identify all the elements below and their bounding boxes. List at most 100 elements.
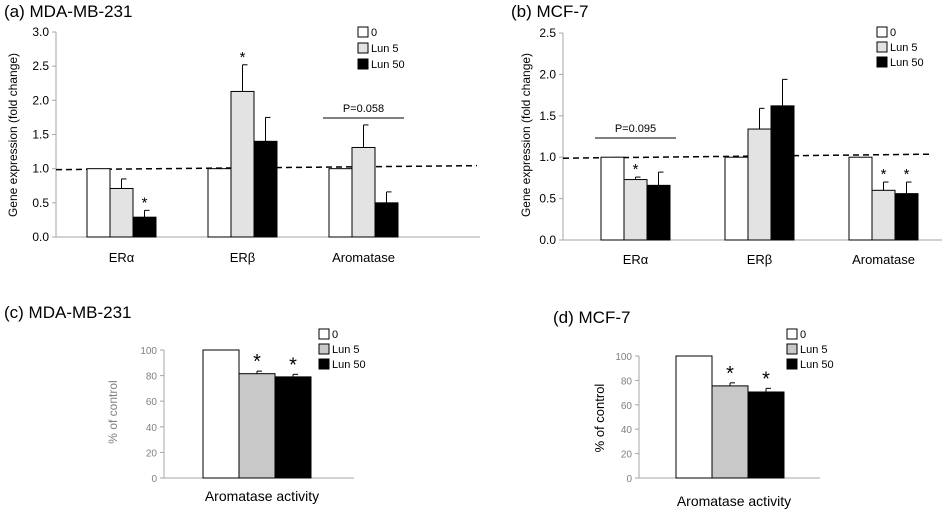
bar-lun-50 <box>747 391 785 479</box>
y-tick-label: 20 <box>146 448 158 459</box>
legend-swatch <box>786 358 798 370</box>
y-tick-label: 80 <box>621 376 633 387</box>
chart-panel-a: (a) MDA-MB-231 Gene expression (fold chan… <box>4 2 480 265</box>
chart-panel-c: (c) MDA-MB-231 % of control 0 20 40 60 80 100 Ar… <box>4 303 366 504</box>
chart-title: (d) MCF-7 <box>553 308 630 327</box>
y-tick-label: 0.0 <box>32 230 49 244</box>
legend: 0 Lun 5 Lun 50 <box>318 328 366 371</box>
legend: 0 Lun 5 Lun 50 <box>876 26 924 69</box>
y-tick-label: 100 <box>615 352 632 363</box>
legend-label: 0 <box>371 27 377 39</box>
legend-label: Lun 5 <box>890 42 918 54</box>
y-tick-label: 0 <box>626 474 632 485</box>
bar-0 <box>675 355 713 479</box>
category-label: ERα <box>623 252 649 267</box>
legend-swatch <box>357 58 369 70</box>
legend-label: Lun 5 <box>371 43 399 55</box>
bar-0 <box>328 168 353 238</box>
significance-star: * <box>726 363 734 385</box>
category-label: Aromatase <box>332 250 395 265</box>
y-tick-label: 80 <box>146 372 158 383</box>
category-label: ERβ <box>747 252 773 267</box>
y-tick-label: 0.5 <box>539 192 556 206</box>
y-axis-label: Gene expression (fold change) <box>6 53 20 217</box>
significance-star: * <box>762 368 770 390</box>
chart-title: (b) MCF-7 <box>511 2 588 21</box>
category-label: ERβ <box>230 250 256 265</box>
significance-star: * <box>142 194 148 211</box>
y-tick-label: 40 <box>146 423 158 434</box>
legend-label: 0 <box>332 329 338 341</box>
legend: 0 Lun 5 Lun 50 <box>357 26 405 71</box>
legend-swatch <box>318 358 330 370</box>
bar-lun-5 <box>109 187 134 238</box>
y-tick-label: 1.0 <box>539 150 556 164</box>
y-tick-label: 2.0 <box>539 67 556 81</box>
category-label: ERα <box>109 250 135 265</box>
y-tick-label: 20 <box>621 450 633 461</box>
bar-lun-50 <box>132 216 157 238</box>
significance-star: * <box>289 354 297 376</box>
legend-swatch <box>876 41 888 53</box>
bar-lun-5 <box>230 90 255 238</box>
legend-swatch <box>786 343 798 355</box>
y-tick-label: 1.5 <box>539 109 556 123</box>
y-tick-label: 3.0 <box>32 25 49 39</box>
bar-0 <box>207 168 232 238</box>
y-tick-label: 0.5 <box>32 196 49 210</box>
y-tick-label: 60 <box>621 401 633 412</box>
bar-lun-50 <box>646 184 671 241</box>
significance-star: * <box>881 166 887 183</box>
legend-swatch <box>318 328 330 340</box>
legend-label: 0 <box>800 329 806 341</box>
y-tick-label: 0.0 <box>539 233 556 247</box>
y-tick-label: 1.0 <box>32 162 49 176</box>
bar-lun-5 <box>238 373 276 479</box>
legend-label: Lun 50 <box>800 359 834 371</box>
y-tick-label: 60 <box>146 397 158 408</box>
significance-star: * <box>633 161 639 178</box>
y-axis-label: Gene expression (fold change) <box>519 53 533 217</box>
bar-lun-50 <box>274 376 312 479</box>
y-axis-label: % of control <box>106 380 120 443</box>
bar-0 <box>724 156 749 241</box>
y-tick-label: 1.5 <box>32 128 49 142</box>
legend-swatch <box>318 343 330 355</box>
p-value-label: P=0.058 <box>343 103 384 115</box>
significance-star: * <box>240 49 246 66</box>
significance-star: * <box>904 166 910 183</box>
y-tick-label: 40 <box>621 425 633 436</box>
bar-lun-5 <box>351 146 376 238</box>
legend-swatch <box>786 328 798 340</box>
legend-swatch <box>357 42 369 54</box>
bar-lun-50 <box>770 105 795 241</box>
bar-lun-5 <box>871 189 896 241</box>
y-axis-label: % of control <box>592 384 607 453</box>
legend: 0 Lun 5 Lun 50 <box>786 328 834 371</box>
category-label: Aromatase <box>852 252 915 267</box>
bar-lun-50 <box>253 140 278 238</box>
significance-star: * <box>253 351 261 373</box>
bar-lun-5 <box>747 128 772 241</box>
bar-0 <box>848 156 873 241</box>
x-axis-label: Aromatase activity <box>677 493 791 509</box>
bar-0 <box>202 349 240 479</box>
legend-swatch <box>357 26 369 38</box>
legend-label: Lun 50 <box>332 359 366 371</box>
legend-label: Lun 50 <box>890 57 924 69</box>
p-value-label: P=0.095 <box>615 123 656 135</box>
y-tick-label: 2.5 <box>32 59 49 73</box>
chart-title: (c) MDA-MB-231 <box>4 303 132 322</box>
bar-0 <box>86 168 111 238</box>
bar-lun-5 <box>711 385 749 479</box>
chart-panel-d: (d) MCF-7 % of control 0 20 40 60 80 100 Aromata… <box>553 308 834 509</box>
chart-title: (a) MDA-MB-231 <box>4 2 132 21</box>
bar-lun-5 <box>623 179 648 241</box>
bar-lun-50 <box>894 193 919 241</box>
y-tick-label: 0 <box>151 474 157 485</box>
legend-label: 0 <box>890 27 896 39</box>
x-axis-label: Aromatase activity <box>205 488 319 504</box>
y-tick-label: 100 <box>140 346 157 357</box>
